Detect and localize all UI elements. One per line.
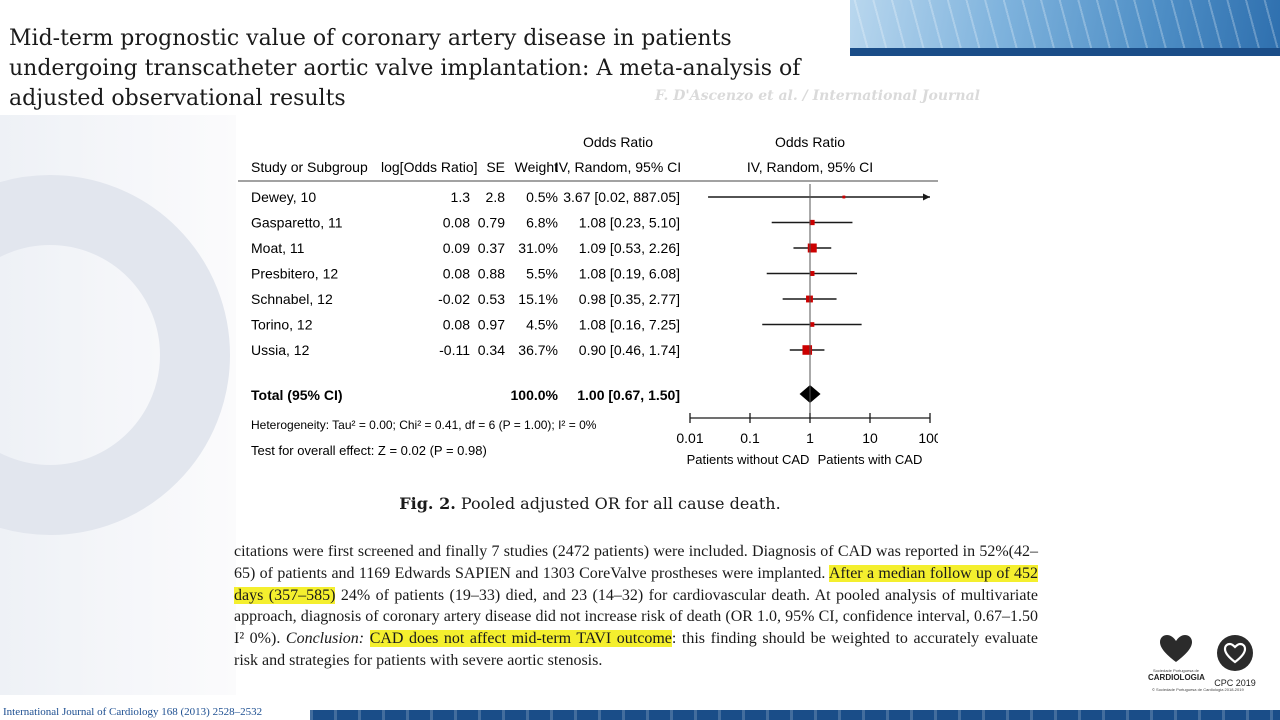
weight-value: 4.5% [526, 317, 558, 333]
study-name: Moat, 11 [251, 240, 305, 256]
conclusion-label: Conclusion: [285, 630, 365, 648]
method-header-left: IV, Random, 95% CI [555, 159, 681, 175]
heterogeneity-text: Heterogeneity: Tau² = 0.00; Chi² = 0.41,… [251, 418, 597, 432]
heart-icon [1160, 635, 1192, 662]
log-or-value: -0.02 [438, 291, 470, 307]
favours-right-label: Patients with CAD [818, 452, 923, 467]
study-name: Presbitero, 12 [251, 266, 338, 282]
ci-text: 1.09 [0.53, 2.26] [579, 240, 680, 256]
slide-title: Mid-term prognostic value of coronary ar… [9, 26, 801, 111]
highlight-conclusion: CAD does not affect mid-term TAVI outcom… [369, 630, 672, 648]
col-weight: Weight [515, 159, 558, 175]
x-tick-label: 10 [862, 430, 878, 446]
forest-plot: Odds Ratio IV, Random, 95% CI Odds Ratio… [238, 134, 938, 467]
ci-text: 1.08 [0.23, 5.10] [579, 215, 680, 231]
weight-value: 36.7% [518, 342, 558, 358]
ci-arrow [923, 193, 930, 201]
figure-caption: Fig. 2. Pooled adjusted OR for all cause… [0, 494, 1180, 513]
method-header-right: IV, Random, 95% CI [747, 159, 873, 175]
forest-total-row: Total (95% CI) 100.0% 1.00 [0.67, 1.50] [251, 385, 821, 403]
study-box [809, 271, 815, 276]
study-name: Schnabel, 12 [251, 291, 333, 307]
x-tick-label: 100 [918, 430, 938, 446]
logo-footnote: © Sociedade Portuguesa de Cardiologia 20… [1152, 687, 1244, 692]
se-value: 0.97 [478, 317, 505, 333]
col-log-or: log[Odds Ratio] [381, 159, 478, 175]
total-label: Total (95% CI) [251, 387, 343, 403]
ci-text: 3.67 [0.02, 887.05] [563, 189, 680, 205]
study-name: Ussia, 12 [251, 342, 310, 358]
weight-value: 31.0% [518, 240, 558, 256]
log-or-value: 0.09 [443, 240, 470, 256]
study-box [802, 345, 813, 355]
total-weight: 100.0% [511, 387, 559, 403]
spc-logo-big: CARDIOLOGIA [1148, 673, 1205, 682]
study-name: Gasparetto, 11 [251, 215, 343, 231]
ci-text: 1.08 [0.16, 7.25] [579, 317, 680, 333]
se-value: 0.79 [478, 215, 505, 231]
se-value: 0.34 [478, 342, 505, 358]
study-box [806, 295, 813, 303]
col-se: SE [486, 159, 505, 175]
x-tick-label: 1 [806, 430, 814, 446]
se-value: 2.8 [486, 189, 506, 205]
ci-text: 0.90 [0.46, 1.74] [579, 342, 680, 358]
figure-label: Fig. 2. [399, 494, 456, 513]
favours-left-label: Patients without CAD [687, 452, 810, 467]
log-or-value: 1.3 [451, 189, 471, 205]
or-header-right: Odds Ratio [775, 134, 845, 150]
study-box [807, 243, 817, 253]
ci-text: 1.08 [0.19, 6.08] [579, 266, 680, 282]
abstract-part1: citations were first screened and finall… [234, 543, 1038, 582]
weight-value: 15.1% [518, 291, 558, 307]
top-banner [850, 0, 1280, 56]
log-or-value: 0.08 [443, 215, 470, 231]
study-box [842, 195, 846, 199]
or-header-left: Odds Ratio [583, 134, 653, 150]
study-name: Dewey, 10 [251, 189, 316, 205]
spc-logo-small: Sociedade Portuguesa de [1152, 668, 1200, 673]
forest-axis: 0.01 0.1 1 10 100 [676, 184, 938, 446]
forest-headers: Odds Ratio IV, Random, 95% CI Odds Ratio… [238, 134, 938, 182]
weight-value: 5.5% [526, 266, 558, 282]
abstract-part2: 24% of patients (19–33) died, and 23 (14… [234, 586, 1039, 648]
study-box [809, 219, 815, 226]
log-or-value: -0.11 [439, 342, 470, 358]
spc-logo: Sociedade Portuguesa de CARDIOLOGIA [1148, 634, 1205, 682]
abstract-part3: : this finding should be weighted to acc… [234, 630, 1039, 669]
cpc-logo: CPC 2019 [1210, 634, 1260, 688]
se-value: 0.88 [478, 266, 505, 282]
total-ci: 1.00 [0.67, 1.50] [577, 387, 680, 403]
cpc-heart-icon [1217, 635, 1253, 671]
x-tick-label: 0.01 [676, 430, 703, 446]
cpc-logo-label: CPC 2019 [1214, 678, 1256, 688]
study-name: Torino, 12 [251, 317, 313, 333]
bottom-bar [310, 710, 1280, 720]
overall-effect-text: Test for overall effect: Z = 0.02 (P = 0… [251, 443, 487, 458]
col-study: Study or Subgroup [251, 159, 368, 175]
log-or-value: 0.08 [443, 266, 470, 282]
journal-reference: International Journal of Cardiology 168 … [3, 706, 263, 718]
x-tick-label: 0.1 [740, 430, 760, 446]
se-value: 0.53 [478, 291, 505, 307]
background-decoration [0, 115, 236, 695]
weight-value: 0.5% [526, 189, 558, 205]
weight-value: 6.8% [526, 215, 558, 231]
log-or-value: 0.08 [443, 317, 470, 333]
forest-rows: Dewey, 10 1.3 2.8 0.5% 3.67 [0.02, 887.05] Ga… [251, 189, 930, 358]
abstract-text: citations were first screened and finall… [234, 541, 1038, 672]
ci-text: 0.98 [0.35, 2.77] [579, 291, 680, 307]
ghost-header: F. D'Ascenzo et al. / International Jour… [655, 88, 980, 104]
background-circle [0, 175, 230, 535]
se-value: 0.37 [478, 240, 505, 256]
figure-caption-text: Pooled adjusted OR for all cause death. [460, 494, 781, 513]
study-box [809, 322, 815, 327]
